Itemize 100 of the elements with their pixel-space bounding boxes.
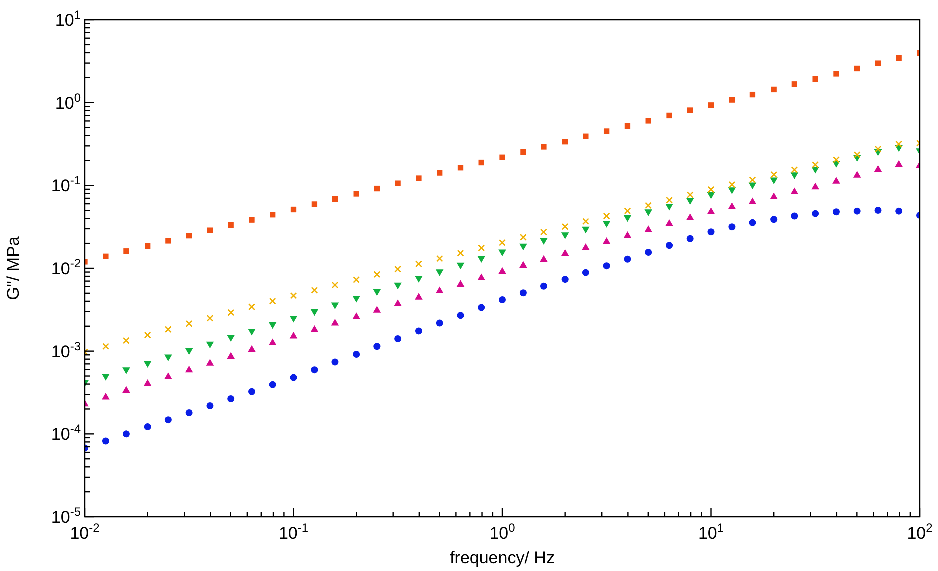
point [206, 314, 214, 322]
point [728, 202, 736, 210]
point [624, 123, 631, 130]
point [478, 274, 486, 281]
point [144, 424, 152, 431]
point [332, 196, 338, 202]
point [645, 202, 652, 210]
point [728, 224, 736, 231]
point [186, 410, 193, 417]
point [249, 217, 255, 223]
point [478, 160, 484, 166]
point [624, 256, 632, 263]
point [520, 244, 528, 251]
point [458, 165, 464, 171]
point [331, 318, 340, 326]
point [791, 212, 798, 220]
point [436, 255, 444, 262]
point [666, 204, 674, 211]
point [583, 134, 589, 140]
point [185, 348, 194, 356]
point [812, 161, 820, 168]
point [770, 192, 778, 200]
point [834, 71, 840, 77]
point [875, 60, 882, 66]
point [666, 112, 672, 119]
point [353, 276, 360, 284]
point [310, 325, 319, 332]
point [624, 231, 632, 238]
point [415, 260, 422, 268]
point [124, 248, 130, 254]
point [457, 250, 464, 257]
point [394, 300, 402, 306]
point [478, 244, 486, 252]
point [394, 266, 402, 273]
point [186, 320, 193, 328]
point [122, 430, 130, 438]
point [604, 128, 610, 134]
point [290, 292, 298, 300]
point [373, 289, 382, 296]
point [122, 368, 130, 374]
point [395, 180, 401, 186]
point [416, 176, 422, 182]
point [290, 332, 298, 339]
point [686, 198, 694, 206]
point [415, 328, 422, 335]
point [603, 262, 610, 270]
point [374, 343, 381, 350]
point [102, 374, 110, 381]
point [562, 223, 569, 230]
point [437, 170, 443, 176]
point [770, 216, 778, 224]
point [749, 219, 756, 226]
point [688, 108, 694, 114]
point [499, 239, 506, 246]
point [728, 188, 736, 194]
point [832, 208, 840, 216]
point [500, 154, 506, 160]
point [520, 234, 527, 241]
point [206, 359, 214, 366]
point [644, 210, 652, 216]
point [644, 226, 652, 232]
point [164, 416, 172, 424]
point [708, 186, 715, 194]
point [748, 182, 757, 190]
point [164, 354, 172, 362]
point [290, 374, 298, 382]
point [666, 242, 674, 250]
point [624, 215, 632, 222]
point [436, 286, 444, 294]
point [311, 287, 318, 294]
point [853, 171, 862, 178]
point [373, 306, 382, 313]
point [478, 304, 486, 312]
point [248, 345, 256, 352]
point [541, 144, 547, 150]
point [874, 165, 882, 172]
point [792, 82, 798, 88]
point [269, 298, 276, 305]
point [436, 270, 444, 276]
point [310, 309, 319, 316]
point [790, 188, 799, 195]
point [332, 282, 339, 289]
y-axis-title: G"/ MPa [4, 236, 23, 300]
point [268, 322, 277, 330]
point [707, 192, 716, 200]
point [394, 282, 402, 290]
point [103, 254, 109, 260]
point [164, 372, 172, 380]
point [686, 235, 694, 242]
point [686, 214, 694, 220]
point [122, 386, 130, 394]
point [268, 338, 277, 346]
point [498, 267, 506, 274]
point [602, 221, 611, 228]
point [228, 395, 235, 402]
point [248, 388, 256, 396]
point [478, 256, 486, 264]
point [457, 312, 464, 320]
point [331, 302, 340, 310]
point [812, 182, 820, 190]
